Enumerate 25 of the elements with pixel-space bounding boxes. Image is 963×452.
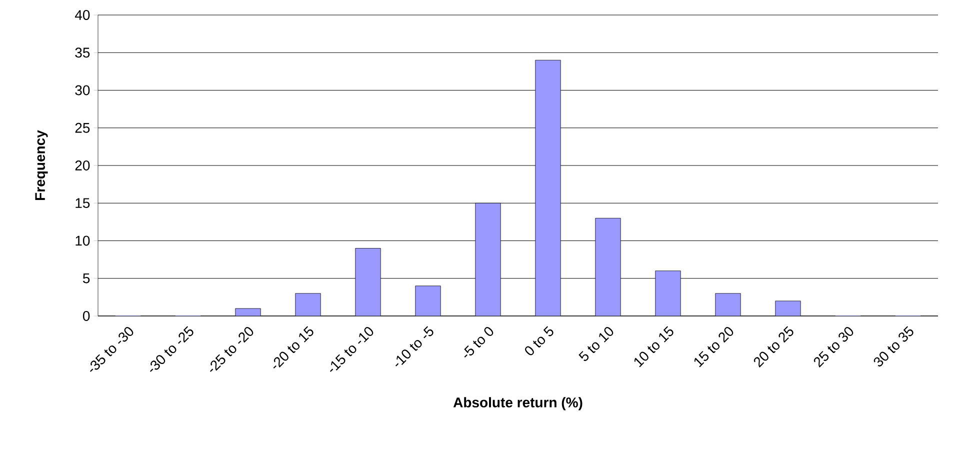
y-tick-label: 25 bbox=[75, 122, 90, 133]
x-tick-label: -35 to -30 bbox=[90, 327, 134, 372]
y-tick-label: 15 bbox=[76, 198, 90, 208]
y-tick-label: 35 bbox=[75, 48, 90, 58]
y-tick-label: 10 bbox=[76, 236, 90, 246]
y-tick-label: 5 bbox=[82, 273, 90, 284]
x-tick-label: 30 to 35 bbox=[874, 326, 914, 366]
x-axis-title: Absolute return (%) bbox=[453, 397, 582, 410]
x-tick-label: -25 to -20 bbox=[210, 327, 254, 372]
y-tick-label: 40 bbox=[74, 10, 90, 20]
x-tick-label: 15 to 20 bbox=[694, 327, 734, 368]
y-axis-title: Frequency bbox=[35, 130, 48, 200]
x-tick-label: 25 to 30 bbox=[814, 327, 854, 368]
x-tick-label: -15 to -10 bbox=[330, 327, 374, 372]
y-tick-label: 0 bbox=[82, 311, 90, 321]
x-tick-label: 5 to 10 bbox=[578, 327, 614, 362]
x-tick-label: 10 to 15 bbox=[634, 326, 674, 368]
x-tick-label: -10 to -5 bbox=[395, 326, 434, 366]
y-tick-label: 30 bbox=[75, 85, 90, 96]
y-tick-label: 20 bbox=[75, 160, 90, 170]
x-tick-label: -20 to 15 bbox=[273, 326, 314, 369]
x-tick-label: 20 to 25 bbox=[754, 326, 794, 368]
x-tick-label: -5 to 0 bbox=[464, 327, 494, 358]
x-tick-label: -30 to -25 bbox=[150, 326, 194, 372]
x-tick-label: 0 to 5 bbox=[525, 326, 554, 356]
